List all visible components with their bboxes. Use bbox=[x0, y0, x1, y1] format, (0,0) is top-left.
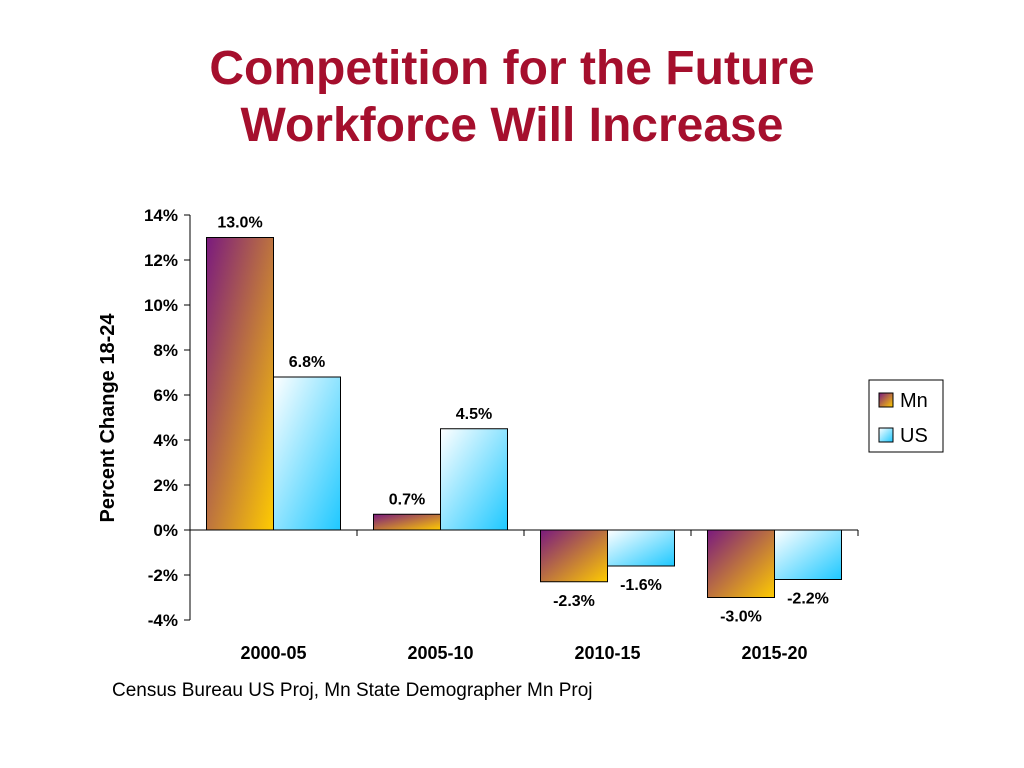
y-tick-label: 10% bbox=[144, 296, 178, 315]
y-tick-label: 14% bbox=[144, 206, 178, 225]
x-tick-label: 2015-20 bbox=[741, 643, 807, 663]
y-tick-label: 0% bbox=[153, 521, 178, 540]
data-label: 13.0% bbox=[217, 215, 262, 232]
data-label: -1.6% bbox=[620, 577, 662, 594]
legend-swatch-us bbox=[878, 427, 894, 443]
legend: Mn US bbox=[868, 379, 944, 453]
bar-mn-2000-05 bbox=[206, 237, 274, 531]
data-label: 4.5% bbox=[456, 406, 492, 423]
title-line-2: Workforce Will Increase bbox=[240, 99, 784, 152]
bar-mn-2005-10 bbox=[373, 513, 441, 531]
y-axis-title: Percent Change 18-24 bbox=[97, 313, 119, 523]
data-label: 0.7% bbox=[389, 491, 425, 508]
bar-mn-2015-20 bbox=[707, 529, 775, 598]
data-label: 6.8% bbox=[289, 354, 325, 371]
y-tick-label: -4% bbox=[148, 611, 178, 630]
plot-area: 14% 12% 10% 8% 6% 4% 2% 0% -2% -4% Percent Change … bbox=[97, 206, 859, 663]
bar-us-2005-10 bbox=[440, 428, 508, 531]
legend-label-mn: Mn bbox=[900, 390, 928, 412]
y-tick-label: -2% bbox=[148, 566, 178, 585]
bar-mn-2010-15 bbox=[540, 529, 608, 583]
y-tick-label: 2% bbox=[153, 476, 178, 495]
bar-us-2015-20 bbox=[774, 529, 842, 580]
legend-label-us: US bbox=[900, 425, 928, 447]
y-tick-label: 4% bbox=[153, 431, 178, 450]
x-tick-label: 2005-10 bbox=[407, 643, 473, 663]
bar-us-2010-15 bbox=[607, 529, 675, 567]
y-tick-label: 6% bbox=[153, 386, 178, 405]
legend-swatch-mn bbox=[878, 392, 894, 408]
x-tick-label: 2010-15 bbox=[574, 643, 640, 663]
slide-title: Competition for the Future Workforce Wil… bbox=[0, 40, 1024, 154]
x-tick-label: 2000-05 bbox=[240, 643, 306, 663]
data-label: -2.3% bbox=[553, 593, 595, 610]
title-line-1: Competition for the Future bbox=[209, 42, 815, 95]
bar-us-2000-05 bbox=[273, 376, 341, 531]
data-label: -2.2% bbox=[787, 591, 829, 608]
y-tick-label: 8% bbox=[153, 341, 178, 360]
data-label: -3.0% bbox=[720, 609, 762, 626]
source-note: Census Bureau US Proj, Mn State Demograp… bbox=[112, 680, 593, 701]
y-tick-label: 12% bbox=[144, 251, 178, 270]
